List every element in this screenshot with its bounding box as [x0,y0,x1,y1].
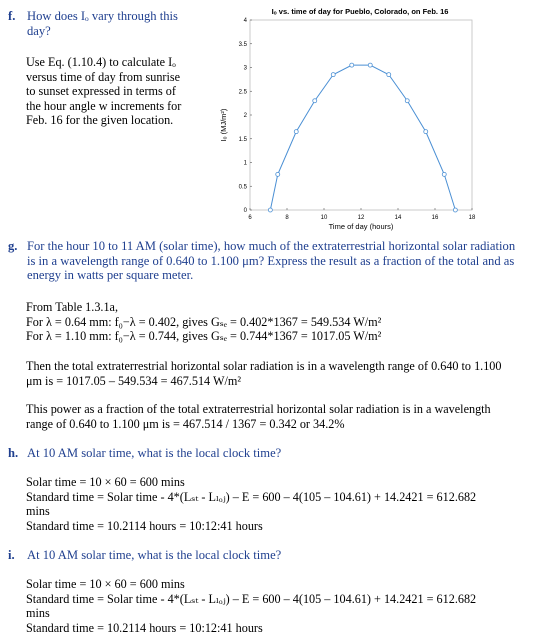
x-tick-label: 14 [395,215,402,221]
y-tick-label: 2.5 [239,89,248,95]
chart-y-axis: 0 0.5 1 1.5 2 2.5 3 3.5 4 [239,18,252,214]
x-tick-label: 16 [432,215,439,221]
part-i-question: At 10 AM solar time, what is the local c… [27,548,282,562]
part-f-instruction-line: the hour angle w increments for [26,98,182,113]
part-g-then-line: Then the total extraterrestrial horizont… [26,359,502,373]
part-g-then-block: Then the total extraterrestrial horizont… [26,359,536,388]
chart-plot-area [249,19,473,211]
part-f-question-line-2: day? [27,23,51,38]
x-tick-label: 6 [248,215,252,221]
part-g-line-1: For λ = 0.64 mm: f₀−λ = 0.402, gives Gₛₑ… [26,314,382,329]
data-point [367,62,373,68]
part-h-standard-time: Standard time = Solar time - 4*(Lₛₜ - Lₗ… [26,489,477,504]
chart-title: Iₒ vs. time of day for Pueblo, Colorado,… [272,7,449,16]
part-g-label: g. [8,239,18,253]
x-tick-label: 18 [469,215,476,221]
data-point [452,207,458,213]
io-line-chart: Iₒ vs. time of day for Pueblo, Colorado,… [219,7,476,231]
y-tick-label: 3.5 [239,42,248,48]
part-i-result: Standard time = 10.2114 hours = 10:12:41… [26,620,263,635]
part-h-label: h. [8,446,19,460]
part-h-answer: Solar time = 10 × 60 = 600 mins Standard… [26,475,536,533]
part-g-from-table: From Table 1.3.1a, [26,300,119,314]
x-tick-label: 8 [285,215,289,221]
y-tick-label: 2 [244,113,248,119]
part-i-answer: Solar time = 10 × 60 = 600 mins Standard… [26,577,536,635]
part-f-label: f. [8,9,16,23]
y-tick-label: 0.5 [239,184,248,190]
part-h-result: Standard time = 10.2114 hours = 10:12:41… [26,518,263,533]
part-h-solar-time: Solar time = 10 × 60 = 600 mins [26,475,185,489]
x-tick-label: 12 [358,215,365,221]
part-f-instruction-line: Feb. 16 for the given location. [26,113,174,127]
y-tick-label: 0 [244,208,248,214]
part-g-power-line: range of 0.640 to 1.100 μm is = 467.514 … [26,416,345,431]
data-point [423,129,429,135]
x-tick-label: 10 [321,215,328,221]
data-point [312,98,318,104]
part-i-solar-time: Solar time = 10 × 60 = 600 mins [26,577,185,591]
part-i-mins: mins [26,606,50,620]
data-point [267,207,273,213]
chart-x-axis: 6 8 10 12 14 16 18 [248,208,476,221]
part-f-question: How does Iₒ vary through this day? [27,9,207,38]
data-point [349,62,355,68]
chart-series [267,62,458,213]
data-point [275,171,281,177]
part-f-question-line-1: How does Iₒ vary through this [27,9,178,23]
data-point [441,171,447,177]
chart-x-label: Time of day (hours) [329,222,394,231]
y-tick-label: 1.5 [239,137,248,143]
part-g-line-2: For λ = 1.10 mm: f₀−λ = 0.744, gives Gₛₑ… [26,329,382,343]
data-point [330,72,336,78]
part-h-question: At 10 AM solar time, what is the local c… [27,446,282,460]
part-f-instructions: Use Eq. (1.10.4) to calculate Iₒ versus … [26,55,206,128]
part-g-question-line: is in a wavelength range of 0.640 to 1.1… [27,253,515,268]
part-g-power-block: This power as a fraction of the total ex… [26,402,536,431]
data-point [386,72,392,78]
part-f-instruction-line: versus time of day from sunrise [26,69,181,84]
part-i-standard-time: Standard time = Solar time - 4*(Lₛₜ - Lₗ… [26,591,477,606]
part-g-table-block: From Table 1.3.1a, For λ = 0.64 mm: f₀−λ… [26,300,536,344]
chart-y-label: Iₒ (MJ/m²) [219,108,228,141]
y-tick-label: 3 [244,66,248,72]
data-point [293,129,299,135]
part-f-instruction-line: Use Eq. (1.10.4) to calculate Iₒ [26,55,176,69]
part-g-then-line: μm is = 1017.05 – 549.534 = 467.514 W/m² [26,373,241,388]
part-g-power-line: This power as a fraction of the total ex… [26,402,491,416]
y-tick-label: 1 [244,161,248,167]
part-h-mins: mins [26,504,50,518]
series-line [269,64,456,211]
part-g-question-line: For the hour 10 to 11 AM (solar time), h… [27,239,516,253]
y-tick-label: 4 [244,18,248,24]
part-f-instruction-line: to sunset expressed in terms of [26,84,176,98]
part-i-label: i. [8,548,15,562]
data-point [404,98,410,104]
part-g-question: For the hour 10 to 11 AM (solar time), h… [27,239,537,283]
part-g-question-line: energy in watts per square meter. [27,268,194,282]
